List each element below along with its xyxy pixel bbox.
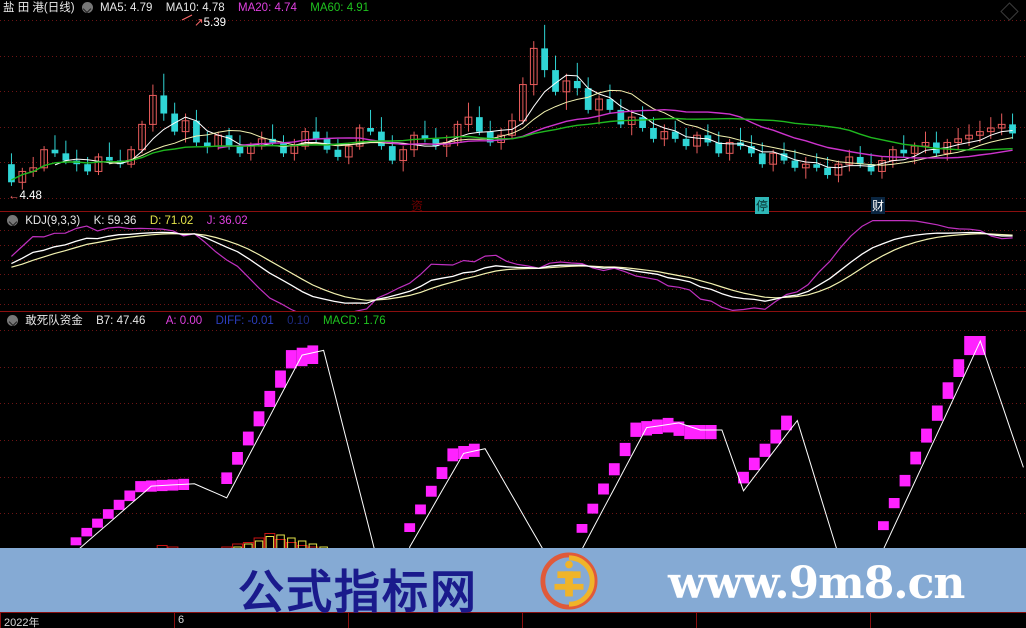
price-chart-panel[interactable] [0,0,1026,212]
axis-label-month: 6 [178,614,185,626]
chart-marker-zi: 资 [411,199,424,213]
ma10-readout: MA10: 4.78 [165,2,225,14]
fund-name[interactable]: 敢死队资金 [25,315,83,327]
9m8-seal-logo [540,552,598,610]
kdj-j-readout: J: 36.02 [206,215,248,227]
low-price-label: ←4.48 [8,190,42,202]
axis-tick [348,613,349,628]
fund-diff-readout: DIFF: -0.01 [215,315,274,327]
stock-title[interactable]: 盐 田 港(日线) [3,2,75,14]
kdj-panel[interactable] [0,212,1026,312]
high-price-label: ↗5.39 [194,17,227,29]
fund-macd-readout: MACD: 1.76 [322,315,386,327]
kdj-k-readout: K: 59.36 [93,215,137,227]
ma5-readout: MA5: 4.79 [99,2,153,14]
ma60-readout: MA60: 4.91 [310,2,370,14]
panel-divider-2 [0,311,1026,312]
fund-chevron-down-circle-icon[interactable] [7,315,18,326]
kdj-name[interactable]: KDJ(9,3,3) [25,215,81,227]
watermark-site-name: 公式指标网 [238,565,478,619]
fund-header: 敢死队资金 B7: 47.46 A: 0.00 DIFF: -0.01 0.10… [0,313,386,329]
time-axis: 2022年 6 [0,612,1026,628]
fund-a-readout: A: 0.00 [165,315,203,327]
chart-marker-cai: 财 [871,197,886,214]
ma20-readout: MA20: 4.74 [238,2,297,14]
kdj-d-readout: D: 71.02 [149,215,194,227]
chart-marker-ting: 停 [755,197,770,214]
axis-tick [174,613,175,628]
panel-divider-1 [0,211,1026,212]
fund-dea-readout: 0.10 [287,315,310,327]
kdj-chevron-down-circle-icon[interactable] [7,215,18,226]
kdj-header: KDJ(9,3,3) K: 59.36 D: 71.02 J: 36.02 [0,213,248,229]
axis-tick [0,613,1,628]
axis-tick [870,613,871,628]
watermark-url: www.9m8.cn [668,558,965,609]
kdj-chart-canvas [0,220,1026,312]
fund-b7-readout: B7: 47.46 [96,315,146,327]
price-chart-canvas [0,14,1026,199]
axis-tick [522,613,523,628]
chevron-down-circle-icon[interactable] [81,2,93,13]
price-header: 盐 田 港(日线) MA5: 4.79 MA10: 4.78 MA20: 4.7… [0,0,369,16]
watermark-band [0,548,1026,612]
axis-tick [696,613,697,628]
axis-label-year: 2022年 [4,617,40,628]
